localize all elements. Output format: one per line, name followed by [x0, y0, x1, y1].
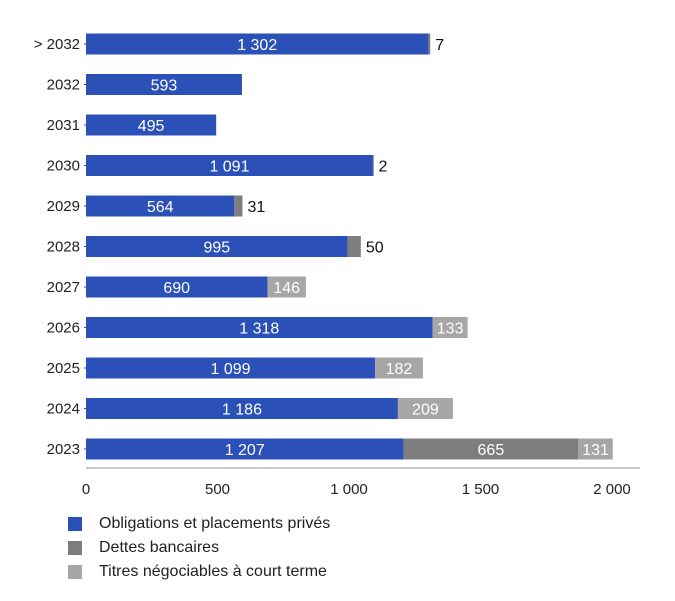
- x-tick-label: 1 500: [462, 481, 500, 498]
- bar-titres: [432, 317, 468, 338]
- data-label-titres: 133: [437, 321, 464, 338]
- y-category-label: 2026: [47, 320, 80, 337]
- legend-item-titres: Titres négociables à court terme: [68, 560, 330, 584]
- data-label-dettes: 2: [378, 159, 387, 176]
- data-label-titres: 146: [273, 280, 300, 297]
- data-label-obligations: 1 186: [222, 402, 262, 419]
- bar-titres: [397, 398, 453, 419]
- data-label-titres: 182: [386, 361, 413, 378]
- legend-item-dettes: Dettes bancaires: [68, 536, 330, 560]
- legend: Obligations et placements privés Dettes …: [68, 512, 330, 584]
- bar-obligations: [86, 357, 376, 379]
- y-category-label: 2030: [47, 158, 80, 175]
- y-category-label: > 2032: [34, 36, 80, 53]
- data-label-obligations: 1 318: [239, 321, 279, 338]
- bar-dettes: [428, 33, 431, 55]
- bar-titres: [375, 357, 423, 379]
- y-category-label: 2028: [47, 239, 80, 256]
- data-label-obligations: 495: [138, 118, 165, 135]
- bar-obligations: [86, 155, 373, 176]
- bar-titres: [578, 438, 613, 460]
- data-label-obligations: 1 099: [210, 361, 250, 378]
- bar-obligations: [86, 317, 433, 338]
- data-label-obligations: 995: [203, 240, 230, 257]
- legend-label-titres: Titres négociables à court terme: [99, 563, 327, 580]
- bar-obligations: [86, 438, 404, 460]
- y-category-label: 2025: [47, 360, 80, 377]
- bar-dettes: [403, 438, 579, 460]
- data-label-titres: 209: [412, 402, 439, 419]
- bar-titres: [267, 276, 306, 298]
- bar-obligations: [86, 74, 242, 95]
- data-label-dettes: 665: [478, 442, 505, 459]
- legend-label-dettes: Dettes bancaires: [99, 539, 220, 556]
- x-tick-label: 500: [205, 481, 230, 498]
- y-category-label: 2032: [47, 77, 80, 94]
- legend-swatch-titres: [68, 565, 82, 579]
- bar-obligations: [86, 398, 398, 419]
- x-tick-label: 1 000: [330, 481, 368, 498]
- data-label-dettes: 7: [435, 37, 444, 54]
- legend-swatch-dettes: [68, 541, 82, 555]
- bar-obligations: [86, 195, 235, 217]
- bar-obligations: [86, 114, 217, 136]
- data-label-dettes: 31: [247, 199, 265, 216]
- y-category-label: 2029: [47, 198, 80, 215]
- data-label-obligations: 1 091: [209, 159, 249, 176]
- data-label-obligations: 593: [151, 78, 178, 95]
- y-category-label: 2027: [47, 279, 80, 296]
- bar-obligations: [86, 276, 268, 298]
- bar-obligations: [86, 33, 429, 55]
- y-category-label: 2024: [47, 401, 80, 418]
- y-category-label: 2031: [47, 117, 80, 134]
- bar-dettes: [347, 236, 361, 257]
- x-tick-label: 0: [82, 481, 90, 498]
- data-label-obligations: 1 302: [237, 37, 277, 54]
- y-category-label: 2023: [47, 441, 80, 458]
- legend-label-obligations: Obligations et placements privés: [99, 515, 331, 532]
- legend-swatch-obligations: [68, 517, 82, 531]
- data-label-dettes: 50: [366, 240, 384, 257]
- legend-item-obligations: Obligations et placements privés: [68, 512, 330, 536]
- bar-dettes: [234, 195, 243, 217]
- bar-obligations: [86, 236, 348, 257]
- x-tick-label: 2 000: [593, 481, 631, 498]
- data-label-obligations: 690: [163, 280, 190, 297]
- bar-dettes: [372, 155, 374, 176]
- data-label-titres: 131: [582, 442, 609, 459]
- data-label-obligations: 1 207: [225, 442, 265, 459]
- data-label-obligations: 564: [147, 199, 174, 216]
